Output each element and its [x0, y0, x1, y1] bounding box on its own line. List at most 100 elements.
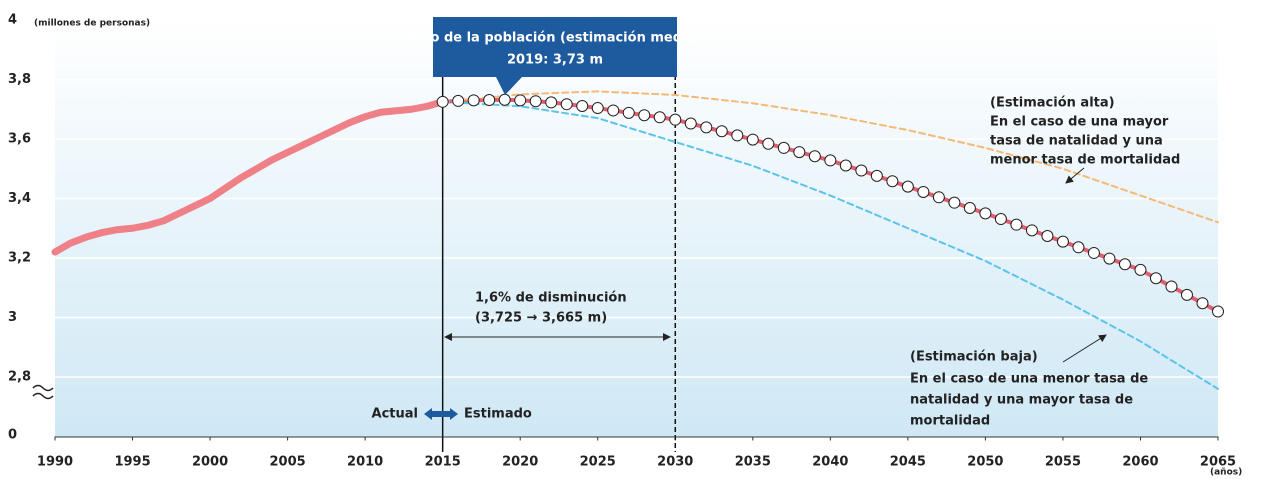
x-tick-label: 2045	[890, 455, 926, 470]
point	[1180, 288, 1193, 301]
y-unit: (millones de personas)	[34, 19, 150, 29]
series-line	[441, 100, 1219, 390]
point	[777, 141, 790, 154]
point	[963, 202, 976, 215]
high-label: menor tasa de mortalidad	[990, 153, 1180, 168]
point	[622, 106, 635, 119]
y-tick-label: 3,4	[8, 191, 31, 206]
point	[653, 111, 666, 124]
x-unit: (años)	[1210, 468, 1242, 478]
y-tick-label: 0	[8, 428, 17, 443]
point	[607, 104, 620, 117]
x-tick-label: 2065	[1200, 455, 1236, 470]
point	[948, 196, 961, 209]
x-tick-label: 2035	[735, 455, 771, 470]
point	[886, 175, 899, 188]
point	[1134, 263, 1147, 276]
point	[1025, 224, 1038, 237]
low-label: (Estimación baja)	[910, 350, 1038, 365]
series-line	[441, 90, 1219, 224]
x-tick-label: 2055	[1045, 455, 1081, 470]
decline-label: (3,725 → 3,665 m)	[475, 311, 607, 326]
callout-box	[433, 17, 677, 95]
x-tick-label: 2025	[580, 455, 616, 470]
series-line	[51, 98, 447, 256]
point	[529, 95, 542, 108]
point	[1103, 252, 1116, 265]
low-label: En el caso de una menor tasa de	[910, 372, 1148, 387]
point	[514, 94, 527, 107]
point	[870, 169, 883, 182]
point	[855, 164, 868, 177]
x-tick-label: 2030	[657, 455, 693, 470]
point	[901, 180, 914, 193]
point	[1165, 280, 1178, 293]
point	[1196, 297, 1209, 310]
decline-label: 1,6% de disminución	[475, 291, 627, 306]
point	[591, 102, 604, 115]
x-tick-label: 2060	[1122, 455, 1158, 470]
callout-text: 2019: 3,73 m	[507, 53, 603, 68]
point	[746, 133, 759, 146]
high-label: tasa de natalidad y una	[990, 134, 1163, 149]
point	[1056, 235, 1069, 248]
callout-title: Pico de la población (estimación media)	[409, 31, 701, 46]
point	[483, 94, 496, 107]
point	[1149, 272, 1162, 285]
low-arrow	[1062, 334, 1107, 363]
point	[1212, 305, 1224, 318]
y-tick-label: 3,8	[8, 72, 31, 87]
y-tick-label: 3,2	[8, 251, 31, 266]
point	[1072, 241, 1085, 254]
point	[731, 129, 744, 142]
y-tick-label: 2,8	[8, 370, 31, 385]
point	[576, 99, 589, 112]
point	[824, 154, 837, 167]
x-tick-label: 2000	[192, 455, 228, 470]
point	[638, 109, 651, 122]
point	[1010, 218, 1023, 231]
estimated-label: Estimado	[464, 407, 532, 422]
point	[932, 191, 945, 204]
point	[467, 94, 480, 107]
point	[1118, 258, 1131, 271]
x-tick-label: 2020	[502, 455, 538, 470]
y-tick-label: 3,6	[8, 132, 31, 147]
x-tick-label: 1995	[114, 455, 150, 470]
point	[917, 185, 930, 198]
point	[700, 121, 713, 134]
point	[545, 96, 558, 109]
point	[839, 159, 852, 172]
y-tick-label: 4	[8, 13, 17, 28]
x-tick-label: 2040	[812, 455, 848, 470]
point	[994, 213, 1007, 226]
point	[684, 117, 697, 130]
point	[498, 93, 511, 106]
actual-label: Actual	[372, 407, 418, 422]
point	[436, 95, 449, 108]
point	[808, 150, 821, 163]
point	[1087, 246, 1100, 259]
x-tick-label: 1990	[37, 455, 73, 470]
point	[560, 98, 573, 111]
y-tick-label: 3	[8, 310, 17, 325]
high-label: En el caso de una mayor	[990, 115, 1169, 130]
low-label: natalidad y una mayor tasa de	[910, 393, 1133, 408]
axis-break	[32, 384, 54, 400]
point	[979, 207, 992, 220]
point	[1041, 229, 1054, 242]
point	[762, 137, 775, 150]
high-arrow	[1065, 167, 1085, 184]
x-tick-label: 2010	[347, 455, 383, 470]
x-tick-label: 2005	[270, 455, 306, 470]
x-tick-label: 2015	[425, 455, 461, 470]
point	[715, 125, 728, 138]
x-tick-label: 2050	[967, 455, 1003, 470]
low-label: mortalidad	[910, 414, 990, 429]
actual-estimated-arrow	[424, 408, 458, 420]
point	[669, 113, 682, 126]
point	[793, 146, 806, 159]
point	[452, 94, 465, 107]
high-label: (Estimación alta)	[990, 96, 1115, 111]
